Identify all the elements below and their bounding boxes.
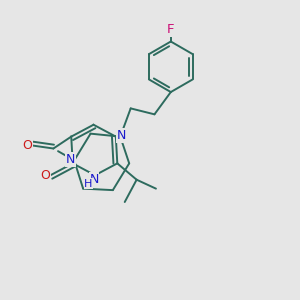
Text: H: H [84,178,93,189]
Text: O: O [22,139,32,152]
Text: N: N [89,173,99,186]
Text: N: N [66,153,75,166]
Text: O: O [40,169,50,182]
Text: F: F [167,23,175,36]
Text: N: N [116,129,126,142]
